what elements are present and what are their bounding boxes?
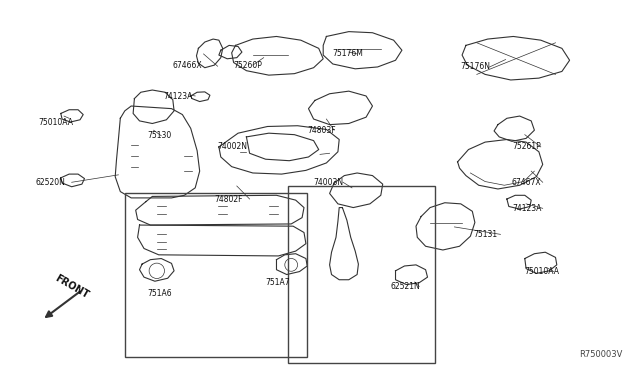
Polygon shape — [276, 254, 307, 275]
Text: 62520N: 62520N — [35, 178, 65, 187]
Polygon shape — [330, 173, 383, 208]
Circle shape — [149, 263, 164, 279]
Text: 75130: 75130 — [147, 131, 172, 140]
Polygon shape — [219, 45, 242, 59]
Text: 751A6: 751A6 — [147, 289, 172, 298]
Polygon shape — [462, 36, 570, 80]
Text: 74002N: 74002N — [218, 142, 248, 151]
Polygon shape — [140, 259, 174, 281]
Polygon shape — [525, 252, 557, 273]
Text: 751A7: 751A7 — [266, 278, 290, 287]
Polygon shape — [308, 91, 372, 125]
Text: 74802F: 74802F — [214, 195, 243, 203]
Text: 67467X: 67467X — [512, 178, 541, 187]
Text: 75261P: 75261P — [512, 142, 541, 151]
Polygon shape — [458, 140, 543, 189]
Circle shape — [285, 259, 298, 271]
Text: FRONT: FRONT — [53, 273, 91, 300]
Polygon shape — [416, 203, 475, 250]
Polygon shape — [507, 195, 531, 209]
Text: 75176N: 75176N — [461, 62, 491, 71]
Polygon shape — [136, 195, 304, 225]
Text: 75010AA: 75010AA — [38, 118, 74, 127]
Text: 74123A: 74123A — [163, 92, 193, 101]
Text: 67466X: 67466X — [173, 61, 202, 70]
Text: 74123A: 74123A — [512, 204, 541, 213]
Text: 75010AA: 75010AA — [525, 267, 560, 276]
Text: 74803F: 74803F — [307, 126, 336, 135]
Polygon shape — [232, 36, 323, 75]
Text: R750003V: R750003V — [579, 350, 622, 359]
Polygon shape — [396, 265, 428, 285]
Polygon shape — [61, 174, 84, 187]
Polygon shape — [330, 208, 358, 280]
Polygon shape — [246, 133, 319, 161]
Polygon shape — [138, 225, 306, 256]
Polygon shape — [219, 126, 339, 174]
Text: 74003N: 74003N — [314, 178, 344, 187]
Polygon shape — [61, 110, 83, 122]
Polygon shape — [115, 106, 200, 198]
Text: 75176M: 75176M — [333, 49, 364, 58]
Text: 75260P: 75260P — [234, 61, 262, 70]
Text: 62521N: 62521N — [390, 282, 420, 291]
Polygon shape — [133, 90, 174, 124]
Polygon shape — [323, 32, 402, 69]
Polygon shape — [494, 116, 534, 141]
Text: 75131: 75131 — [474, 230, 498, 239]
Polygon shape — [196, 39, 223, 68]
Polygon shape — [191, 92, 210, 102]
